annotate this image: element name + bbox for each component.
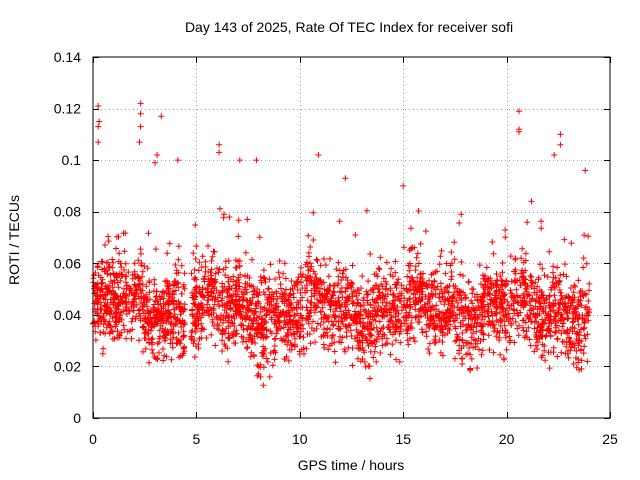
y-tick-labels: 0 0.02 0.04 0.06 0.08 0.1 0.12 0.14	[54, 49, 81, 426]
roti-point-markers	[90, 100, 593, 389]
chart-title: Day 143 of 2025, Rate Of TEC Index for r…	[185, 19, 513, 35]
axis-ticks	[93, 57, 611, 419]
x-tick-label: 0	[89, 431, 97, 447]
data-points	[90, 100, 593, 389]
x-axis-label: GPS time / hours	[298, 457, 405, 473]
x-tick-labels: 0 5 10 15 20 25	[89, 431, 618, 447]
y-axis-label: ROTI / TECUs	[6, 195, 22, 285]
y-tick-label: 0	[73, 410, 81, 426]
grid-lines	[93, 57, 610, 418]
y-tick-label: 0.14	[54, 49, 81, 65]
y-tick-label: 0.02	[54, 358, 81, 374]
x-tick-label: 5	[193, 431, 201, 447]
plot-frame	[92, 56, 611, 419]
y-tick-label: 0.1	[62, 152, 82, 168]
x-tick-label: 25	[602, 431, 618, 447]
y-tick-label: 0.12	[54, 101, 81, 117]
x-tick-label: 10	[292, 431, 308, 447]
x-tick-label: 15	[395, 431, 411, 447]
y-tick-label: 0.06	[54, 255, 81, 271]
x-tick-label: 20	[499, 431, 515, 447]
y-tick-label: 0.04	[54, 307, 81, 323]
y-tick-label: 0.08	[54, 204, 81, 220]
